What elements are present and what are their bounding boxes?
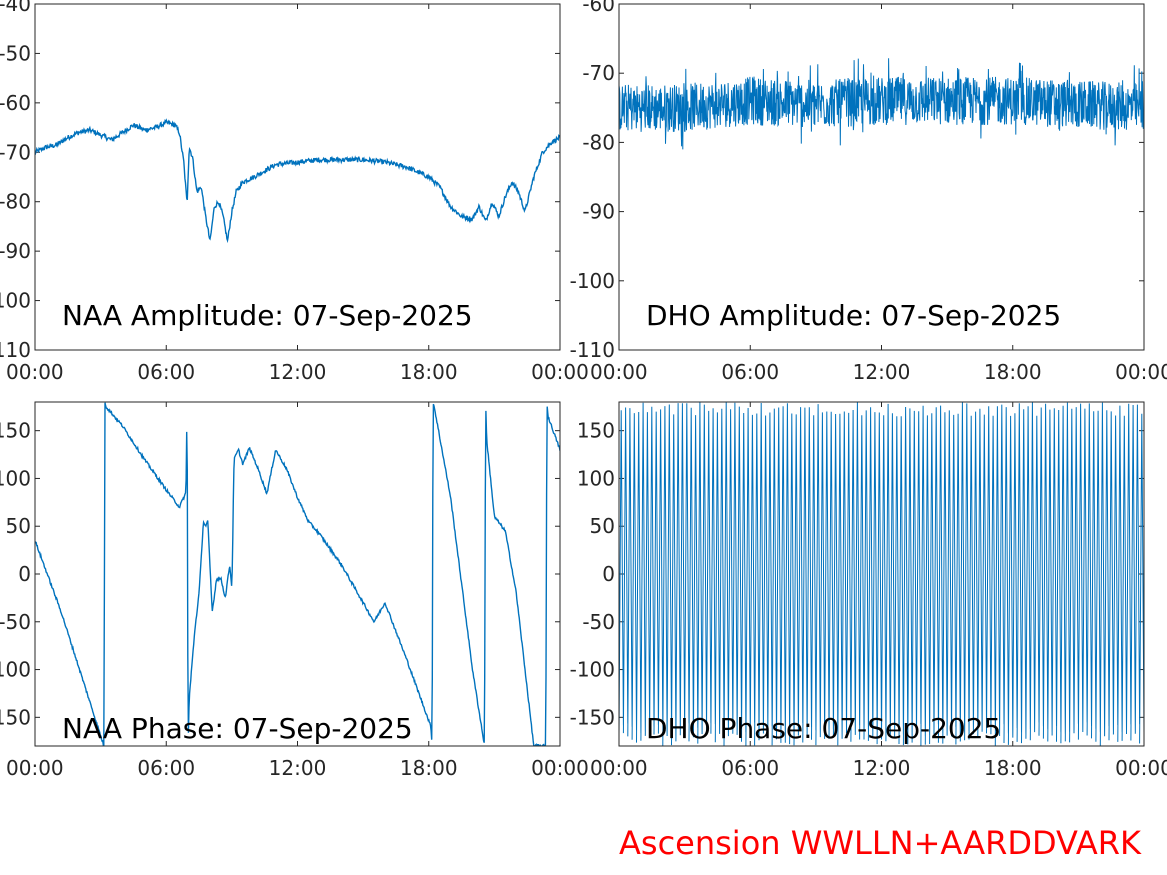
- dho-phase-xtick-label: 18:00: [984, 756, 1042, 780]
- naa-amplitude-xtick-label: 12:00: [269, 360, 327, 384]
- naa-phase-ticks: 00:00 06:00 12:00 18:00 00:00 -150 -100 -50 0 50 1…: [0, 402, 589, 780]
- naa-amplitude-ytick-label: -110: [0, 338, 31, 362]
- dho-amplitude-xtick-label: 06:00: [721, 360, 779, 384]
- dho-amplitude-xtick-label: 12:00: [853, 360, 911, 384]
- dho-amplitude-xtick-label: 00:00: [590, 360, 648, 384]
- dho-phase-xtick-label: 00:00: [590, 756, 648, 780]
- dho-amplitude-ytick-label: -80: [582, 130, 615, 154]
- naa-phase-xtick-label: 06:00: [137, 756, 195, 780]
- dho-phase-ytick-label: -100: [570, 658, 615, 682]
- dho-amplitude-ytick-label: -110: [570, 338, 615, 362]
- naa-phase-ytick-label: 0: [18, 562, 31, 586]
- naa-amplitude-ytick-label: -50: [0, 41, 31, 65]
- naa-phase-ytick-label: -100: [0, 658, 31, 682]
- naa-amplitude-xtick-label: 06:00: [137, 360, 195, 384]
- dho-amplitude-trace: [619, 58, 1144, 150]
- naa-phase-series-line: [35, 402, 560, 746]
- naa-amplitude-xtick-label: 00:00: [6, 360, 64, 384]
- dho-phase-ytick-label: 0: [602, 562, 615, 586]
- dho-amplitude-xtick-label: 00:00: [1115, 360, 1167, 384]
- naa-amplitude-ytick-label: -100: [0, 289, 31, 313]
- dho-phase-ticks: 00:00 06:00 12:00 18:00 00:00 -150 -100 -50 0 50 1…: [570, 402, 1167, 780]
- dho-amplitude-ytick-label: -90: [582, 200, 615, 224]
- dho-amplitude-title: DHO Amplitude: 07-Sep-2025: [646, 299, 1061, 332]
- dho-phase-ytick-label: 150: [577, 419, 615, 443]
- dho-phase-axes-box: [618, 401, 1145, 747]
- naa-phase-ytick-label: 150: [0, 419, 31, 443]
- dho-phase-series-line: [619, 402, 1144, 746]
- naa-phase-ytick-label: -150: [0, 705, 31, 729]
- naa-amplitude-ticks: 00:0006:0012:0018:0000:00-110-100-90-80-…: [0, 0, 589, 384]
- naa-phase-ytick-label: 100: [0, 466, 31, 490]
- naa-amplitude-trace: [35, 118, 560, 244]
- naa-phase-xtick-label: 00:00: [531, 756, 589, 780]
- dho-amplitude-series-line: [619, 58, 1144, 150]
- dho-phase-panel: 00:00 06:00 12:00 18:00 00:00 -150 -100 -50 0 50 1…: [570, 401, 1167, 780]
- dho-phase-title: DHO Phase: 07-Sep-2025: [646, 712, 1001, 745]
- dho-amplitude-panel: 00:00 06:00 12:00 18:00 00:00-110-100-90-80-…: [570, 0, 1167, 384]
- dho-phase-ytick-label: 50: [590, 514, 615, 538]
- station-label: Ascension WWLLN+AARDDVARK: [619, 824, 1141, 862]
- dho-phase-ytick-label: -50: [582, 610, 615, 634]
- dho-amplitude-xtick-label: 18:00: [984, 360, 1042, 384]
- naa-amplitude-xtick-label: 00:00: [531, 360, 589, 384]
- naa-phase-xtick-label: 12:00: [269, 756, 327, 780]
- naa-amplitude-ytick-label: -60: [0, 91, 31, 115]
- dho-phase-xtick-label: 06:00: [721, 756, 779, 780]
- dho-phase-xtick-label: 12:00: [853, 756, 911, 780]
- naa-amplitude-ytick-label: -90: [0, 239, 31, 263]
- naa-amplitude-panel: 00:0006:0012:0018:0000:00-110-100-90-80-…: [0, 0, 589, 384]
- naa-amplitude-ytick-label: -70: [0, 140, 31, 164]
- naa-amplitude-ytick-label: -40: [0, 0, 31, 16]
- dho-phase-xtick-label: 00:00: [1115, 756, 1167, 780]
- naa-amplitude-title: NAA Amplitude: 07-Sep-2025: [62, 299, 473, 332]
- dho-amplitude-ticks: 00:00 06:00 12:00 18:00 00:00-110-100-90-80-…: [570, 0, 1167, 384]
- dho-phase-trace: [619, 402, 1144, 746]
- dho-amplitude-ytick-label: -70: [582, 61, 615, 85]
- naa-phase-panel: 00:00 06:00 12:00 18:00 00:00 -150 -100 -50 0 50 1…: [0, 401, 589, 780]
- naa-phase-trace: [35, 402, 560, 746]
- naa-phase-ytick-label: 50: [6, 514, 31, 538]
- naa-phase-title: NAA Phase: 07-Sep-2025: [62, 712, 413, 745]
- naa-phase-axes-box: [34, 401, 561, 747]
- dho-phase-ytick-label: 100: [577, 466, 615, 490]
- naa-amplitude-series-line: [35, 118, 560, 244]
- dho-amplitude-axes-box: [618, 3, 1145, 351]
- naa-phase-ytick-label: -50: [0, 610, 31, 634]
- dho-amplitude-ytick-label: -60: [582, 0, 615, 16]
- naa-amplitude-axes-box: [34, 3, 561, 351]
- naa-phase-xtick-label: 18:00: [400, 756, 458, 780]
- naa-amplitude-ytick-label: -80: [0, 190, 31, 214]
- dho-phase-ytick-label: -150: [570, 705, 615, 729]
- naa-phase-xtick-label: 00:00: [6, 756, 64, 780]
- dho-amplitude-ytick-label: -100: [570, 269, 615, 293]
- naa-amplitude-xtick-label: 18:00: [400, 360, 458, 384]
